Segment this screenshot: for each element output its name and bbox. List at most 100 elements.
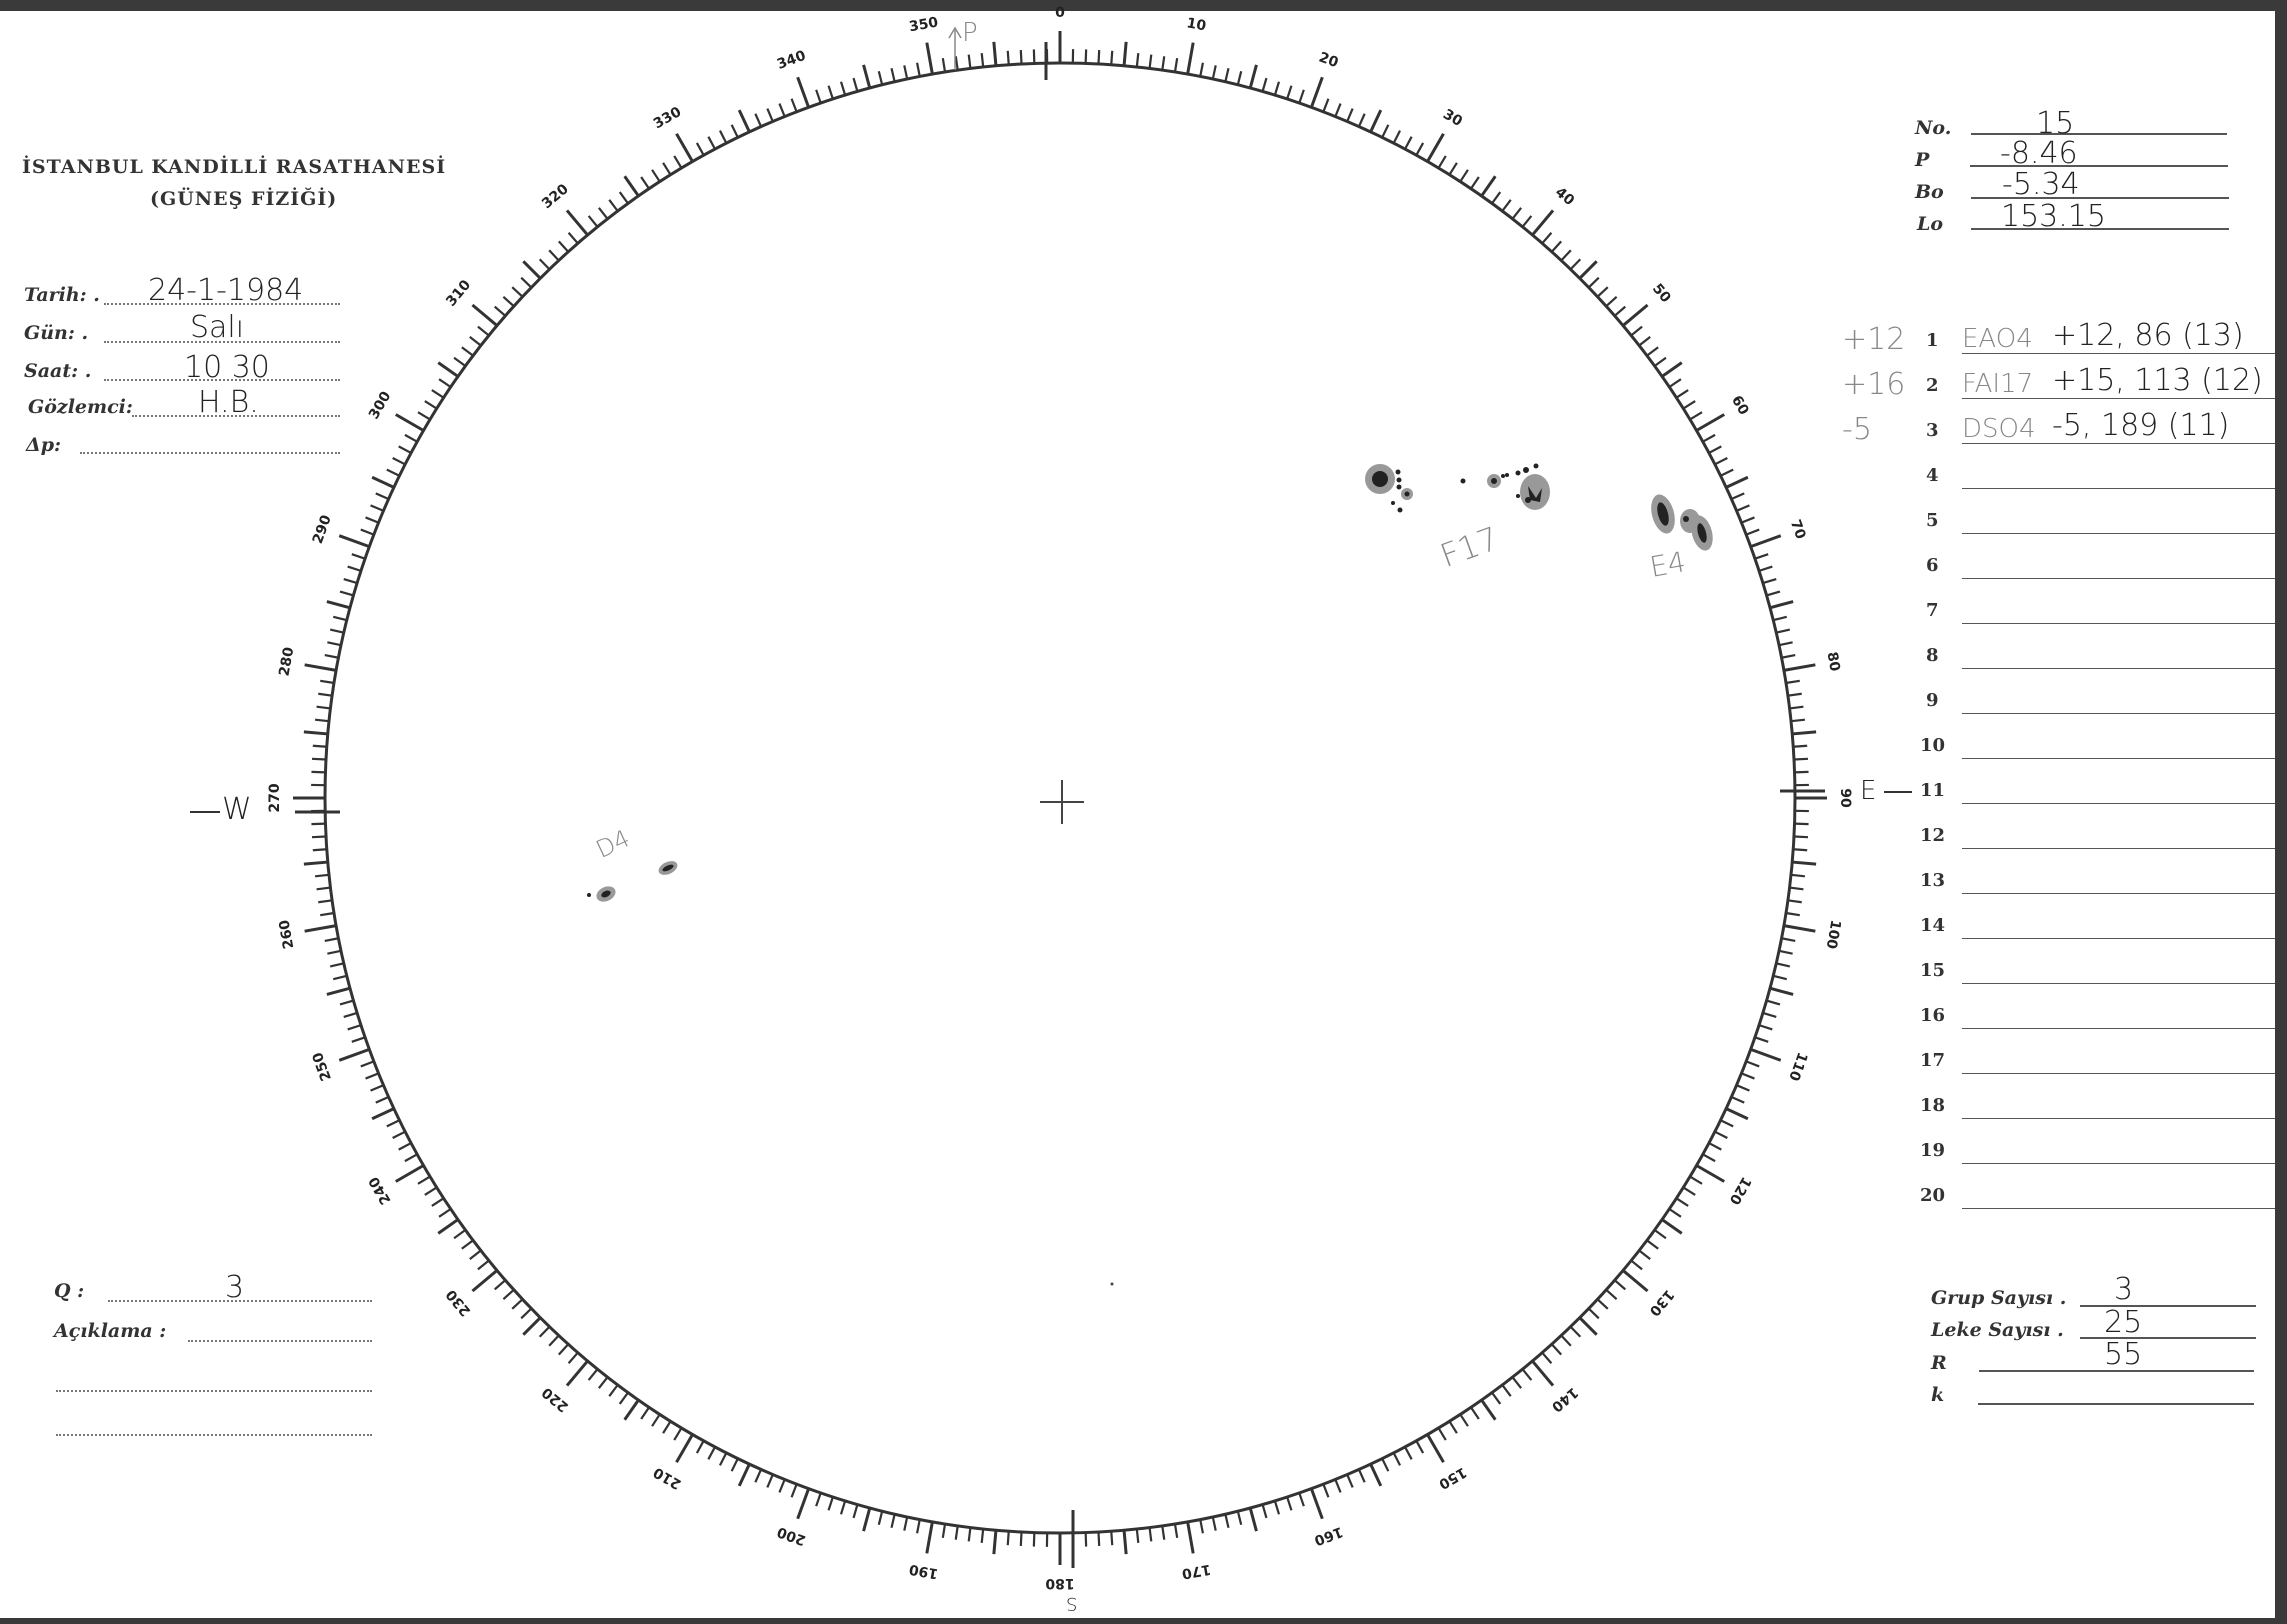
degree-tick bbox=[1521, 1368, 1533, 1381]
degree-tick bbox=[327, 641, 342, 647]
q-label: Q : bbox=[54, 1280, 85, 1302]
degree-tick bbox=[877, 70, 884, 86]
degree-tick bbox=[567, 1351, 579, 1364]
degree-tick bbox=[1668, 378, 1682, 388]
group-latitude: +16 bbox=[1842, 367, 1906, 402]
degree-tick bbox=[1199, 1519, 1204, 1534]
degree-tick bbox=[469, 336, 482, 347]
degree-tick bbox=[1550, 240, 1562, 253]
degree-tick bbox=[365, 516, 379, 524]
disk-outline bbox=[323, 61, 1797, 1535]
degree-tick bbox=[386, 468, 400, 477]
degree-tick bbox=[1236, 1510, 1243, 1526]
degree-tick bbox=[662, 162, 672, 176]
degree-tick bbox=[1745, 528, 1760, 536]
degree-tick bbox=[1211, 65, 1217, 80]
degree-tick bbox=[1708, 445, 1722, 454]
group-row-number: 3 bbox=[1926, 420, 1939, 441]
degree-tick bbox=[1097, 1531, 1101, 1547]
group-row-line bbox=[1962, 983, 2275, 984]
degree-tick bbox=[303, 730, 328, 736]
group-row-number: 8 bbox=[1926, 645, 1939, 666]
degree-tick bbox=[1646, 346, 1659, 357]
degree-tick bbox=[608, 199, 619, 212]
degree-label: 0 bbox=[1055, 5, 1065, 21]
degree-tick bbox=[925, 42, 934, 75]
degree-tick bbox=[1248, 1507, 1258, 1532]
sunspot-group-1 bbox=[1651, 494, 1713, 551]
degree-tick bbox=[1653, 1229, 1667, 1240]
degree-tick bbox=[890, 1513, 896, 1529]
degree-tick bbox=[623, 175, 640, 197]
remark-line-2 bbox=[56, 1390, 372, 1392]
p-label: P bbox=[1915, 149, 1930, 171]
degree-tick bbox=[1781, 654, 1796, 659]
group-row-line bbox=[1962, 848, 2275, 849]
degree-tick bbox=[992, 1530, 998, 1555]
degree-tick bbox=[1668, 1208, 1682, 1218]
degree-tick bbox=[662, 1420, 672, 1434]
degree-tick bbox=[1161, 1525, 1166, 1540]
degree-tick bbox=[992, 41, 998, 66]
east-label: E bbox=[1860, 776, 1877, 806]
group-row-number: 4 bbox=[1926, 465, 1939, 486]
degree-tick bbox=[903, 1516, 909, 1531]
degree-label: 300 bbox=[366, 389, 395, 423]
degree-tick bbox=[1793, 835, 1809, 839]
degree-tick bbox=[1334, 1479, 1342, 1493]
degree-label: 180 bbox=[1045, 1575, 1074, 1591]
degree-tick bbox=[1437, 155, 1447, 169]
group-row-line bbox=[1962, 353, 2275, 354]
degree-tick bbox=[1531, 209, 1555, 236]
degree-tick bbox=[1587, 1307, 1600, 1320]
degree-tick bbox=[1758, 1024, 1773, 1031]
degree-tick bbox=[567, 232, 579, 245]
degree-tick bbox=[1173, 58, 1179, 73]
degree-tick bbox=[766, 108, 774, 122]
degree-tick bbox=[1357, 1469, 1366, 1483]
degree-tick bbox=[1569, 1325, 1582, 1338]
degree-tick bbox=[925, 1521, 934, 1554]
degree-tick bbox=[316, 886, 331, 891]
degree-tick bbox=[1766, 999, 1781, 1006]
degree-label: 140 bbox=[1548, 1384, 1581, 1415]
degree-tick bbox=[796, 1488, 811, 1520]
pole-arrow-head bbox=[948, 26, 962, 39]
degree-tick bbox=[1720, 468, 1734, 477]
delta-p-label: Δp: bbox=[26, 434, 62, 456]
degree-tick bbox=[404, 433, 418, 443]
degree-tick bbox=[395, 1164, 425, 1183]
degree-tick bbox=[790, 98, 798, 113]
degree-tick bbox=[1122, 1530, 1128, 1555]
degree-label: 160 bbox=[1312, 1523, 1345, 1548]
degree-tick bbox=[1224, 1513, 1230, 1529]
degree-label: 170 bbox=[1180, 1561, 1212, 1582]
degree-tick bbox=[1135, 1528, 1140, 1544]
degree-tick bbox=[347, 565, 362, 572]
degree-tick bbox=[1019, 1531, 1023, 1547]
degree-tick bbox=[1646, 1239, 1659, 1250]
degree-tick bbox=[1248, 64, 1258, 89]
degree-tick bbox=[1491, 191, 1502, 205]
degree-tick bbox=[548, 249, 560, 262]
group-row-number: 19 bbox=[1920, 1140, 1946, 1161]
degree-tick bbox=[916, 1519, 921, 1534]
time-value: 10 30 bbox=[184, 350, 270, 385]
degree-tick bbox=[1689, 1175, 1703, 1185]
lo-line bbox=[1971, 228, 2229, 230]
degree-tick bbox=[1787, 692, 1802, 697]
degree-tick bbox=[1638, 336, 1651, 347]
group-latitude: -5 bbox=[1842, 412, 1872, 447]
degree-tick bbox=[471, 303, 498, 327]
degree-tick bbox=[1622, 1269, 1649, 1293]
degree-tick bbox=[980, 1528, 985, 1544]
number-line bbox=[1971, 133, 2227, 135]
degree-tick bbox=[640, 176, 650, 190]
observer-value: H.B. bbox=[198, 385, 259, 420]
group-latitude: +12 bbox=[1842, 322, 1906, 357]
degree-tick bbox=[1392, 130, 1402, 144]
degree-tick bbox=[1415, 1440, 1425, 1454]
degree-tick bbox=[1772, 615, 1788, 622]
degree-tick bbox=[1541, 232, 1553, 245]
degree-tick bbox=[815, 1492, 822, 1507]
